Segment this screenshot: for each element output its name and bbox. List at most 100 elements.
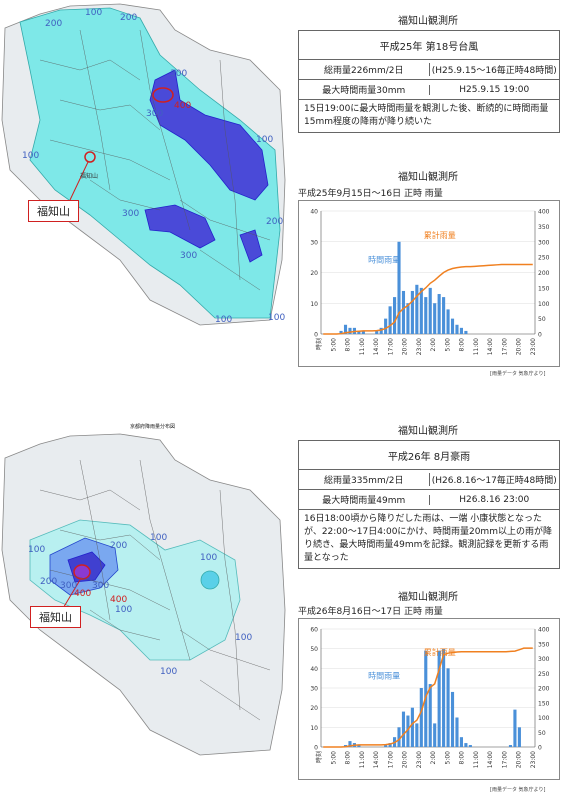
svg-text:300: 300 [122, 209, 139, 219]
y-right-tick: 250 [538, 671, 550, 678]
max-hourly-rainfall: 最大時間雨量30mm [322, 86, 406, 96]
x-tick-label: 14:00 [487, 751, 494, 768]
rain-bar [401, 711, 406, 747]
rain-bar [428, 684, 432, 747]
y-right-tick: 100 [538, 301, 550, 308]
rain-bar [455, 717, 459, 747]
svg-text:200: 200 [110, 541, 127, 551]
event-name: 平成25年 第18号台風 [299, 31, 559, 60]
y-left-tick: 20 [310, 705, 318, 712]
rainfall-chart-svg-2014: 0 10 20 30 40 50 60 0 50 100 150 200 250 300 350 400 時刻 5… [310, 627, 550, 769]
rain-bar [415, 723, 419, 747]
rain-bar [459, 327, 463, 334]
total-rainfall-row: 総雨量226mm/2日 (H25.9.15〜16毎正時48時間) [299, 60, 559, 80]
rainfall-chart-2014: 0 10 20 30 40 50 60 0 50 100 150 200 250 300 350 400 時刻 5… [298, 618, 560, 780]
rain-bar [348, 327, 352, 334]
total-rainfall: 総雨量226mm/2日 [324, 66, 404, 76]
series-label-hourly: 時間雨量 [368, 256, 400, 265]
chart-heading-2: 平成26年8月16日〜17日 正時 雨量 [298, 607, 443, 617]
svg-text:100: 100 [268, 313, 285, 323]
y-right-tick: 0 [538, 745, 542, 752]
x-tick-label: 2:00 [430, 338, 437, 352]
x-tick-label: 5:00 [444, 751, 451, 765]
event-description-2: 16日18:00頃から降りだした雨は、一端 小康状態となったが、22:00〜17… [304, 514, 552, 563]
y-right-tick: 200 [538, 686, 550, 693]
svg-text:100: 100 [215, 315, 232, 325]
svg-text:100: 100 [160, 667, 177, 677]
event-name-2: 平成26年 8月豪雨 [299, 441, 559, 470]
rain-bar [446, 309, 450, 334]
svg-text:100: 100 [28, 545, 45, 555]
x-tick-label: 5:00 [444, 338, 451, 352]
y-left-tick: 60 [310, 627, 318, 634]
rain-bar [361, 330, 365, 334]
y-right-tick: 150 [538, 285, 550, 292]
x-tick-label: 20:00 [516, 338, 523, 355]
x-tick-label: 11:00 [359, 751, 366, 768]
rain-bar [433, 303, 437, 334]
y-right-tick: 50 [538, 730, 546, 737]
rain-bar [384, 318, 388, 334]
x-tick-label: 14:00 [487, 338, 494, 355]
rain-bar [339, 330, 343, 334]
rain-bar [419, 287, 423, 334]
total-rainfall-row-2: 総雨量335mm/2日 (H26.8.16〜17毎正時48時間) [299, 470, 559, 490]
x-tick-label: 17:00 [501, 751, 508, 768]
y-left-tick: 0 [314, 745, 318, 752]
svg-text:300: 300 [60, 581, 77, 591]
y-left-tick: 50 [310, 646, 318, 653]
x-tick-label: 8:00 [345, 751, 352, 765]
svg-text:400: 400 [174, 101, 191, 111]
data-source-2: [雨量データ 気象庁より] [490, 787, 546, 793]
rain-bar [410, 707, 414, 747]
rain-bar [464, 330, 468, 334]
rain-bar [450, 691, 455, 747]
y-right-tick: 0 [538, 332, 542, 339]
y-right-tick: 100 [538, 715, 550, 722]
data-source: [雨量データ 気象庁より] [490, 371, 546, 377]
y-right-tick: 300 [538, 656, 550, 663]
municipal-boundaries-2 [39, 459, 271, 721]
y-left-tick: 30 [310, 239, 318, 246]
rain-bar [433, 723, 437, 747]
y-left-tick: 40 [310, 666, 318, 673]
chart-station-title-2: 福知山観測所 [398, 592, 458, 603]
x-tick-label: 14:00 [373, 751, 380, 768]
svg-text:200: 200 [266, 217, 283, 227]
map-place-label: 福知山 [80, 172, 98, 180]
rain-bar [410, 290, 414, 334]
y-right-tick: 200 [538, 270, 550, 277]
rain-bar [446, 668, 450, 747]
x-tick-label: 5:00 [330, 751, 337, 765]
rain-bar [343, 324, 348, 334]
x-tick-label: 14:00 [373, 338, 380, 355]
svg-text:100: 100 [150, 533, 167, 543]
map-header: 京都府降雨量分布図 [130, 424, 176, 430]
rain-bar [437, 650, 441, 747]
series-label-hourly: 時間雨量 [368, 672, 400, 681]
rain-bar [468, 745, 472, 747]
contour-labels-2: 100 200 300 400 200 300 400 100 100 100 … [28, 533, 252, 677]
svg-text:100: 100 [85, 8, 102, 18]
rain-bar [513, 709, 517, 747]
rain-bar [348, 741, 352, 747]
x-tick-label: 11:00 [473, 751, 480, 768]
rainfall-chart-2013: 0 10 20 30 40 0 50 100 150 200 250 300 350 400 時刻 5:00 8… [298, 200, 560, 367]
rain-bar [397, 241, 401, 334]
svg-text:300: 300 [170, 69, 187, 79]
rain-bar [442, 297, 446, 334]
rainfall-map-2014: 100 200 300 400 200 300 400 100 100 100 … [0, 430, 290, 760]
svg-text:100: 100 [200, 553, 217, 563]
contour-labels: 100 200 200 300 400 300 300 300 200 100 … [22, 8, 285, 325]
svg-text:200: 200 [45, 19, 62, 29]
rain-bar [450, 318, 455, 334]
x-tick-label: 23:00 [530, 751, 537, 768]
y-left-tick: 10 [310, 725, 318, 732]
rain-bar [428, 287, 432, 334]
x-tick-label: 20:00 [402, 338, 409, 355]
rain-bar [406, 715, 410, 747]
x-tick-label: 5:00 [330, 338, 337, 352]
chart-heading: 平成25年9月15日〜16日 正時 雨量 [298, 189, 443, 199]
x-tick-label: 8:00 [459, 338, 466, 352]
